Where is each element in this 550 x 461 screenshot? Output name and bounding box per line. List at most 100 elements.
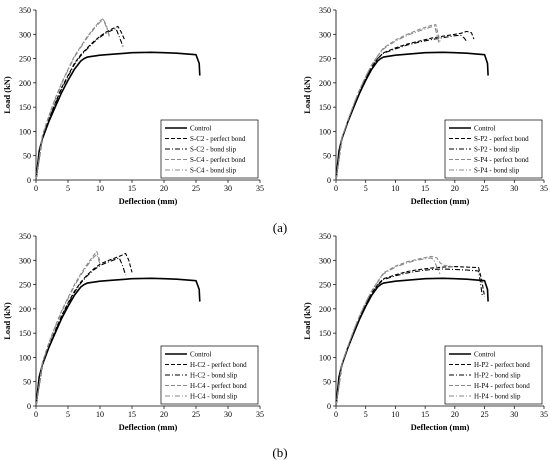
- y-tick-label: 0: [27, 176, 31, 185]
- x-tick-label: 30: [510, 184, 518, 193]
- series-line-2: [35, 257, 127, 407]
- x-tick-label: 5: [364, 184, 368, 193]
- legend-label: Control: [474, 351, 495, 359]
- series-line-1: [335, 30, 475, 181]
- y-tick-label: 300: [19, 30, 31, 39]
- x-tick-label: 15: [421, 184, 429, 193]
- x-tick-label: 5: [66, 184, 70, 193]
- y-tick-label: 250: [319, 281, 331, 290]
- x-tick-label: 10: [96, 410, 104, 419]
- x-tick-label: 15: [421, 410, 429, 419]
- y-tick-label: 50: [323, 152, 331, 161]
- legend-label: H-P4 - perfect bond: [474, 382, 530, 390]
- y-tick-label: 300: [19, 256, 31, 265]
- legend-label: Control: [190, 351, 211, 359]
- x-tick-label: 35: [540, 410, 548, 419]
- x-tick-label: 10: [96, 184, 104, 193]
- y-tick-label: 0: [327, 176, 331, 185]
- series-line-4: [335, 25, 440, 181]
- x-tick-label: 0: [334, 410, 338, 419]
- x-tick-label: 35: [256, 184, 264, 193]
- series-line-0: [35, 51, 201, 181]
- x-tick-label: 30: [224, 410, 232, 419]
- series-line-2: [335, 34, 468, 181]
- y-tick-label: 100: [319, 353, 331, 362]
- y-tick-label: 50: [23, 152, 31, 161]
- y-tick-label: 50: [23, 378, 31, 387]
- x-tick-label: 20: [160, 184, 168, 193]
- series-line-3: [35, 250, 101, 407]
- x-tick-label: 30: [510, 410, 518, 419]
- x-tick-label: 35: [256, 410, 264, 419]
- x-tick-label: 35: [540, 184, 548, 193]
- legend-label: H-P2 - perfect bond: [474, 361, 530, 369]
- chart-s-c: 0 50 100 150 200 250 300 350 0 5 10 15 20 25 30 35 Defle…: [2, 6, 264, 206]
- legend-label: Control: [190, 125, 211, 133]
- x-tick-label: 25: [192, 184, 200, 193]
- y-tick-label: 150: [319, 103, 331, 112]
- series-line-3: [335, 24, 441, 181]
- y-tick-label: 300: [319, 30, 331, 39]
- x-tick-label: 0: [34, 410, 38, 419]
- series-line-1: [35, 25, 125, 181]
- y-tick-label: 350: [19, 6, 31, 15]
- x-axis-title: Deflection (mm): [119, 422, 178, 432]
- x-tick-label: 10: [391, 410, 399, 419]
- y-axis-title: Load (kN): [302, 302, 312, 340]
- legend-label: H-P4 - bond slip: [474, 393, 521, 401]
- legend-label: S-C2 - perfect bond: [190, 135, 246, 143]
- y-tick-label: 50: [323, 378, 331, 387]
- legend-label: S-P4 - perfect bond: [474, 156, 529, 164]
- y-tick-label: 350: [319, 6, 331, 15]
- figure-label-a: (a): [273, 220, 287, 235]
- y-tick-label: 150: [319, 329, 331, 338]
- x-tick-label: 5: [364, 410, 368, 419]
- x-axis-title: Deflection (mm): [411, 196, 470, 206]
- x-axis-title: Deflection (mm): [119, 196, 178, 206]
- legend-label: S-C2 - bond slip: [190, 146, 237, 154]
- y-tick-label: 150: [19, 329, 31, 338]
- legend-label: H-C2 - perfect bond: [190, 361, 247, 369]
- legend-label: H-C2 - bond slip: [190, 372, 238, 380]
- y-tick-label: 300: [319, 256, 331, 265]
- x-tick-label: 20: [451, 184, 459, 193]
- series-line-1: [335, 266, 486, 407]
- x-tick-label: 20: [160, 410, 168, 419]
- y-tick-label: 350: [319, 232, 331, 241]
- series-line-2: [35, 27, 124, 181]
- figure-label-b: (b): [272, 445, 287, 460]
- series-line-0: [35, 277, 201, 407]
- x-tick-label: 25: [481, 410, 489, 419]
- y-tick-label: 250: [19, 55, 31, 64]
- chart-s-p: 0 50 100 150 200 250 300 350 0 5 10 15 20 25 30 35 Defle…: [302, 6, 548, 206]
- legend-label: S-P2 - perfect bond: [474, 135, 529, 143]
- y-tick-label: 250: [19, 281, 31, 290]
- x-tick-label: 0: [34, 184, 38, 193]
- series-line-3: [35, 18, 111, 181]
- x-tick-label: 25: [481, 184, 489, 193]
- y-axis-title: Load (kN): [2, 302, 12, 340]
- x-tick-label: 0: [334, 184, 338, 193]
- legend-label: H-C4 - bond slip: [190, 393, 238, 401]
- y-tick-label: 0: [27, 402, 31, 411]
- series-line-4: [35, 19, 111, 181]
- x-tick-label: 10: [391, 184, 399, 193]
- y-tick-label: 0: [327, 402, 331, 411]
- legend-label: Control: [474, 125, 495, 133]
- y-tick-label: 350: [19, 232, 31, 241]
- y-tick-label: 150: [19, 103, 31, 112]
- legend-label: S-P2 - bond slip: [474, 146, 520, 154]
- y-tick-label: 200: [319, 79, 331, 88]
- x-tick-label: 5: [66, 410, 70, 419]
- x-tick-label: 25: [192, 410, 200, 419]
- y-tick-label: 250: [319, 55, 331, 64]
- y-tick-label: 100: [19, 353, 31, 362]
- legend-label: H-C4 - perfect bond: [190, 382, 247, 390]
- y-axis-title: Load (kN): [302, 76, 312, 114]
- y-tick-label: 100: [319, 127, 331, 136]
- legend-label: S-C4 - perfect bond: [190, 156, 246, 164]
- chart-h-c: 0 50 100 150 200 250 300 350 0 5 10 15 20 25 30 35 Defle…: [2, 232, 264, 432]
- series-line-2: [335, 268, 483, 407]
- legend-label: H-P2 - bond slip: [474, 372, 521, 380]
